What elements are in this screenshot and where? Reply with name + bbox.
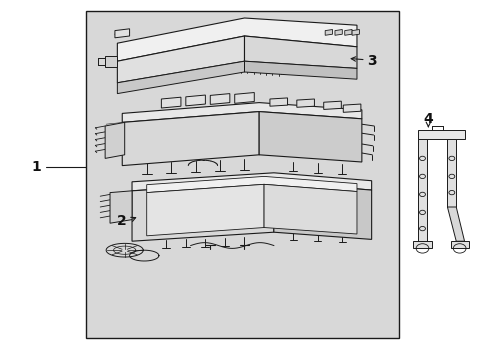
Polygon shape <box>105 122 124 158</box>
Polygon shape <box>117 18 356 61</box>
Text: 3: 3 <box>366 54 376 68</box>
Polygon shape <box>146 184 264 236</box>
Polygon shape <box>132 173 371 191</box>
Polygon shape <box>412 241 431 248</box>
Polygon shape <box>110 191 132 223</box>
Polygon shape <box>132 182 273 241</box>
Polygon shape <box>334 30 342 35</box>
Polygon shape <box>244 61 356 79</box>
Polygon shape <box>447 207 464 241</box>
Polygon shape <box>273 182 371 239</box>
Polygon shape <box>343 104 360 112</box>
Polygon shape <box>417 139 426 241</box>
Polygon shape <box>122 112 259 166</box>
Polygon shape <box>117 36 244 83</box>
Polygon shape <box>115 29 129 38</box>
Polygon shape <box>105 56 117 67</box>
Polygon shape <box>122 103 361 122</box>
Polygon shape <box>146 176 356 193</box>
Polygon shape <box>117 61 244 94</box>
Bar <box>85 11 398 338</box>
Polygon shape <box>259 112 361 162</box>
Polygon shape <box>325 30 332 35</box>
Polygon shape <box>269 98 287 106</box>
Text: 2: 2 <box>117 215 127 228</box>
Text: 1: 1 <box>32 161 41 174</box>
Polygon shape <box>296 99 314 107</box>
Polygon shape <box>210 94 229 104</box>
Polygon shape <box>344 30 351 35</box>
Polygon shape <box>185 95 205 106</box>
Polygon shape <box>244 36 356 68</box>
Polygon shape <box>323 101 341 109</box>
Polygon shape <box>264 184 356 234</box>
Polygon shape <box>234 93 254 103</box>
Polygon shape <box>450 241 468 248</box>
Polygon shape <box>161 97 181 108</box>
Polygon shape <box>447 139 455 207</box>
Polygon shape <box>351 30 359 35</box>
Polygon shape <box>417 130 464 139</box>
Text: 4: 4 <box>423 112 432 126</box>
